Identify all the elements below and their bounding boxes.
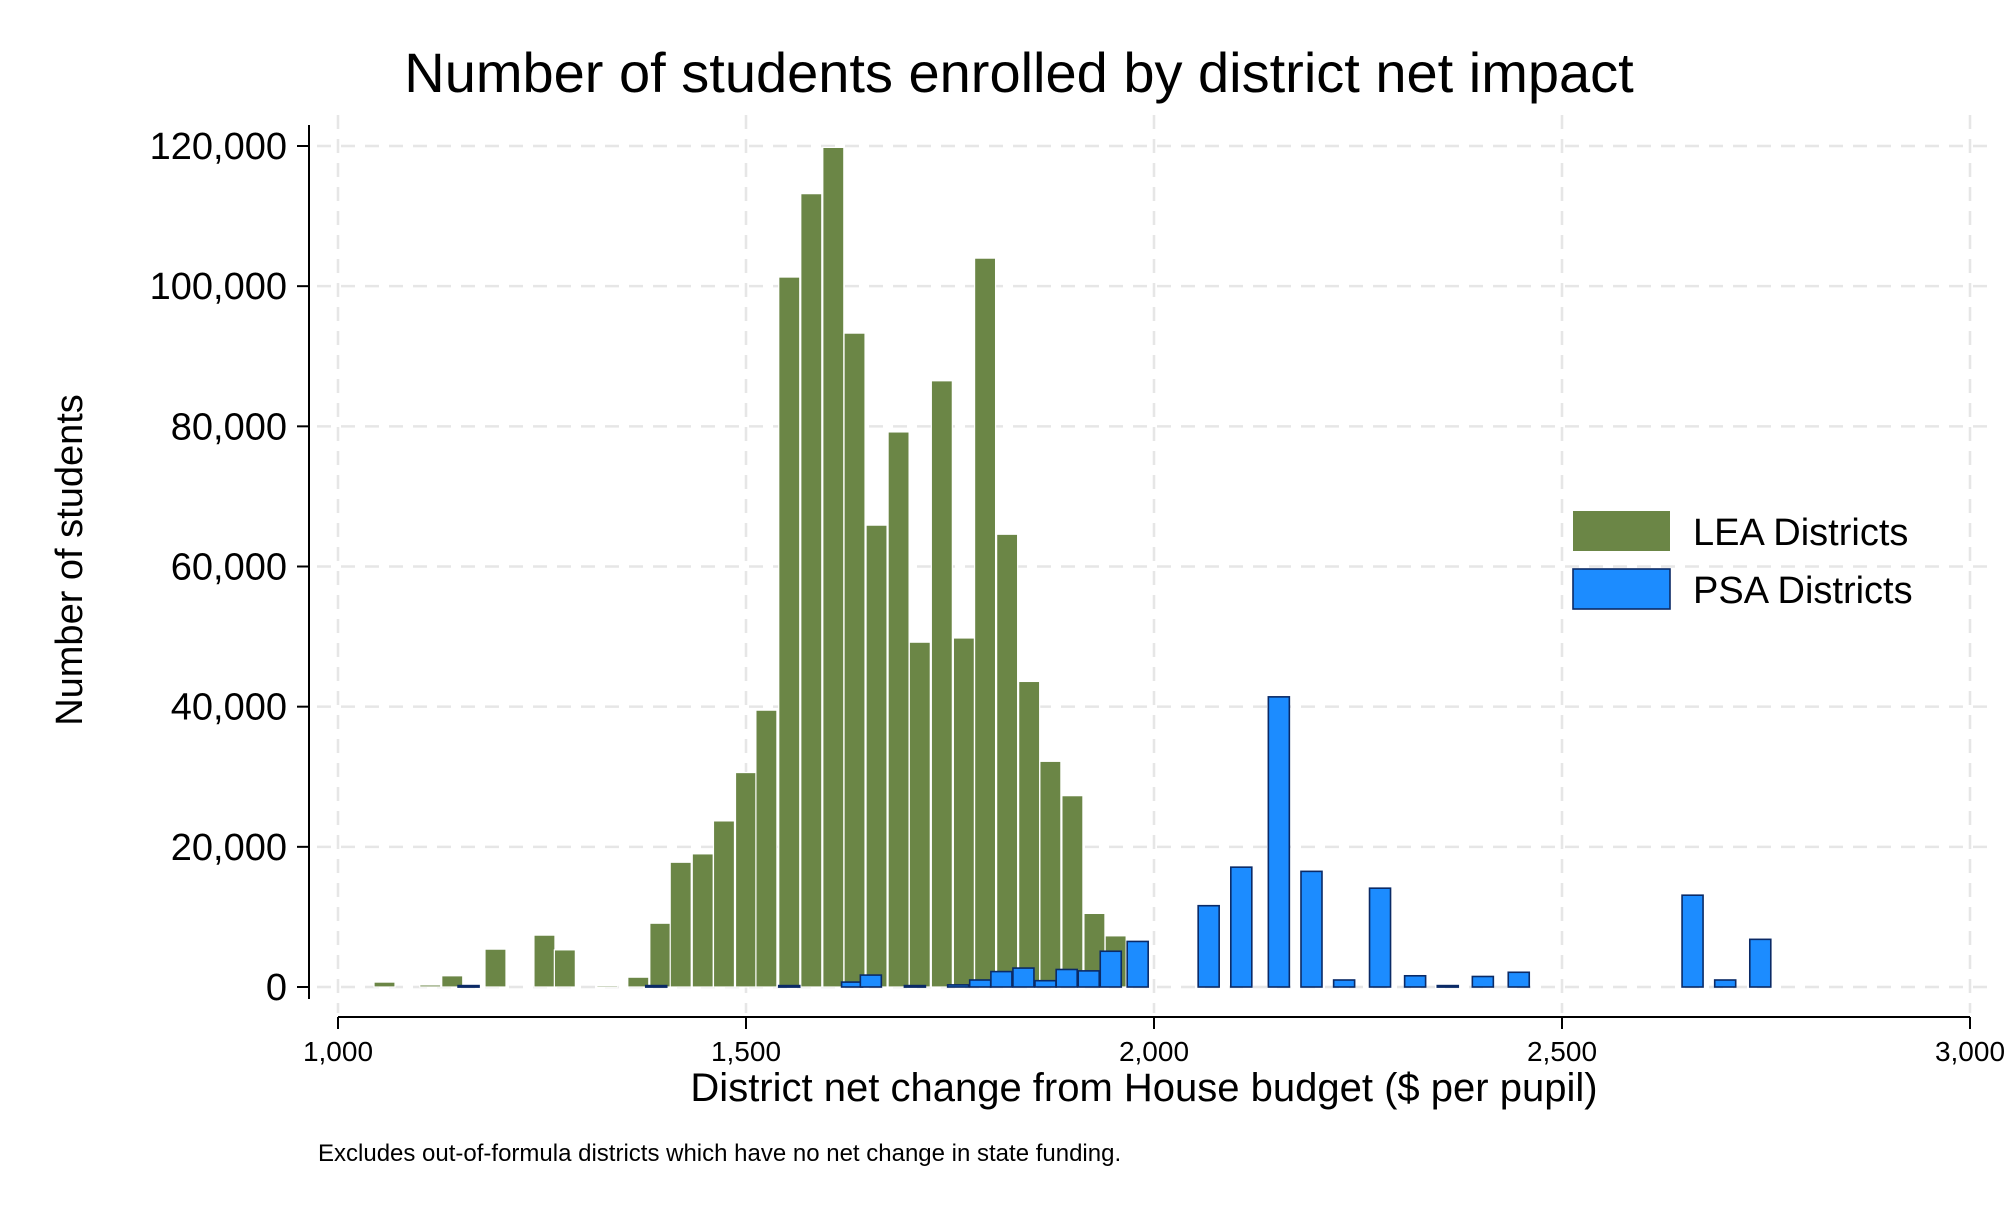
bar-lea <box>712 820 736 988</box>
bar-psa <box>457 984 480 988</box>
bar-psa <box>1368 887 1392 988</box>
bar-psa <box>1126 940 1149 988</box>
bar-lea <box>1018 680 1041 988</box>
bar-lea <box>930 380 953 988</box>
bar-lea <box>973 257 997 988</box>
bar-psa <box>903 984 927 988</box>
bar-lea <box>734 771 758 988</box>
bar-psa <box>1230 866 1253 988</box>
x-tick-label: 1,500 <box>711 1036 781 1067</box>
x-tick-label: 2,000 <box>1119 1036 1189 1067</box>
bar-psa <box>1507 971 1531 988</box>
bar-lea <box>441 975 464 988</box>
legend-label: LEA Districts <box>1693 512 1908 554</box>
grid-lines <box>317 115 1993 1013</box>
chart-note: Excludes out-of-formula districts which … <box>318 1140 1121 1167</box>
bar-lea <box>484 948 507 988</box>
bar-psa <box>990 970 1013 988</box>
x-tick-label: 1,000 <box>303 1036 373 1067</box>
bar-lea <box>627 976 650 988</box>
bar-psa <box>644 984 668 988</box>
bar-lea <box>553 949 576 988</box>
bar-psa <box>1034 979 1057 988</box>
bar-lea <box>755 709 778 988</box>
x-axis-label: District net change from House budget ($… <box>690 1066 1597 1110</box>
y-tick-label: 80,000 <box>171 406 287 448</box>
bar-lea <box>822 146 845 988</box>
bar-psa <box>840 981 864 988</box>
bars <box>373 146 1772 988</box>
legend-swatch <box>1572 568 1671 610</box>
bar-lea <box>1039 760 1062 988</box>
bar-psa <box>1436 984 1460 988</box>
bar-lea <box>800 193 823 988</box>
bar-lea <box>908 641 931 988</box>
bar-psa <box>1403 974 1427 988</box>
y-tick-label: 0 <box>266 967 287 1009</box>
bar-lea <box>778 276 801 988</box>
bar-psa <box>1748 938 1772 988</box>
bar-psa <box>1267 696 1291 988</box>
chart-title: Number of students enrolled by district … <box>404 41 1634 104</box>
bar-lea <box>669 861 692 988</box>
y-tick-label: 40,000 <box>171 687 287 729</box>
bar-psa <box>1012 967 1035 988</box>
bar-psa <box>1077 970 1101 988</box>
bar-lea <box>1061 795 1084 988</box>
bar-lea <box>865 524 888 988</box>
bar-lea <box>596 984 619 988</box>
legend-swatch <box>1573 511 1670 551</box>
bar-lea <box>419 984 442 988</box>
x-tick-label: 2,500 <box>1527 1036 1597 1067</box>
bar-lea <box>373 981 396 988</box>
bar-psa <box>968 979 992 988</box>
y-tick-label: 60,000 <box>171 547 287 589</box>
bar-psa <box>1099 950 1123 988</box>
bar-lea <box>691 853 714 988</box>
bar-psa <box>859 974 883 988</box>
axes: 0 20,000 40,000 60,000 80,000 100,000 120,000 1… <box>150 125 2005 1067</box>
y-tick-label: 120,000 <box>150 126 287 168</box>
bar-lea <box>996 533 1019 988</box>
y-tick-label: 20,000 <box>171 827 287 869</box>
bar-lea <box>887 431 910 988</box>
bar-psa <box>777 984 801 988</box>
bar-psa <box>1197 904 1220 988</box>
bar-psa <box>1471 975 1495 988</box>
legend-label: PSA Districts <box>1693 570 1913 612</box>
x-tick-label: 3,000 <box>1935 1036 2005 1067</box>
bar-lea <box>533 934 556 988</box>
bar-lea <box>843 332 866 988</box>
bar-lea <box>649 922 672 988</box>
bar-psa <box>1300 870 1323 988</box>
legend: LEA Districts PSA Districts <box>1572 511 1913 612</box>
bar-psa <box>1055 968 1078 988</box>
bar-psa <box>1681 894 1704 988</box>
bar-psa <box>1332 979 1356 988</box>
bar-lea <box>952 637 975 988</box>
y-axis-label: Number of students <box>49 394 91 726</box>
y-tick-label: 100,000 <box>150 266 287 308</box>
bar-psa <box>946 984 970 988</box>
bar-psa <box>1713 979 1737 988</box>
